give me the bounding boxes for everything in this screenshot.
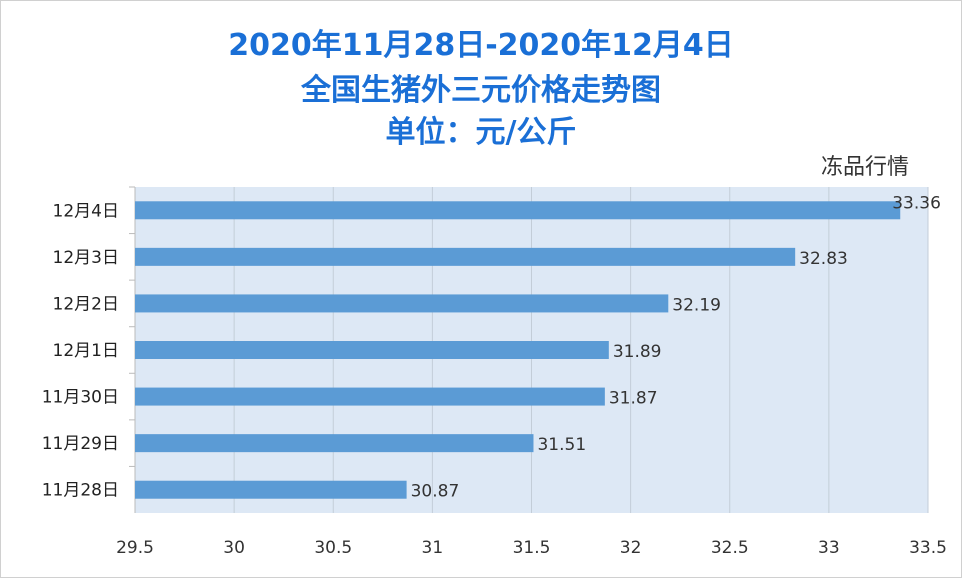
y-category-label: 12月3日 <box>53 248 119 268</box>
y-category-label: 11月29日 <box>42 434 119 454</box>
data-label: 33.36 <box>892 193 941 213</box>
data-label: 31.89 <box>613 342 662 362</box>
x-tick-label: 31.5 <box>513 538 551 558</box>
bar <box>135 434 534 453</box>
chart-title-line1: 2020年11月28日-2020年12月4日 <box>228 28 734 63</box>
x-tick-label: 29.5 <box>116 538 154 558</box>
bar <box>135 247 796 266</box>
x-tick-label: 30.5 <box>314 538 352 558</box>
x-tick-label: 30 <box>223 538 245 558</box>
y-category-label: 12月4日 <box>53 201 119 221</box>
y-category-label: 11月30日 <box>42 388 119 408</box>
chart-title-line3: 单位：元/公斤 <box>385 115 577 150</box>
data-label: 32.19 <box>672 295 721 315</box>
watermark: 冻品行情 <box>821 155 910 180</box>
bar <box>135 294 669 313</box>
data-label: 32.83 <box>799 249 848 269</box>
chart-title-line2: 全国生猪外三元价格走势图 <box>301 73 661 108</box>
data-label: 31.87 <box>609 389 658 409</box>
x-tick-label: 33 <box>818 538 840 558</box>
y-category-label: 11月28日 <box>42 481 119 501</box>
x-tick-label: 32 <box>620 538 642 558</box>
x-tick-label: 33.5 <box>909 538 947 558</box>
bar <box>135 341 609 359</box>
bar <box>135 480 407 499</box>
y-category-label: 12月1日 <box>53 341 119 361</box>
data-label: 31.51 <box>537 435 586 455</box>
data-label: 30.87 <box>411 482 460 502</box>
x-tick-label: 31 <box>422 538 444 558</box>
bar <box>135 201 901 220</box>
y-category-label: 12月2日 <box>53 294 119 314</box>
bar <box>135 387 605 406</box>
x-tick-label: 32.5 <box>711 538 749 558</box>
